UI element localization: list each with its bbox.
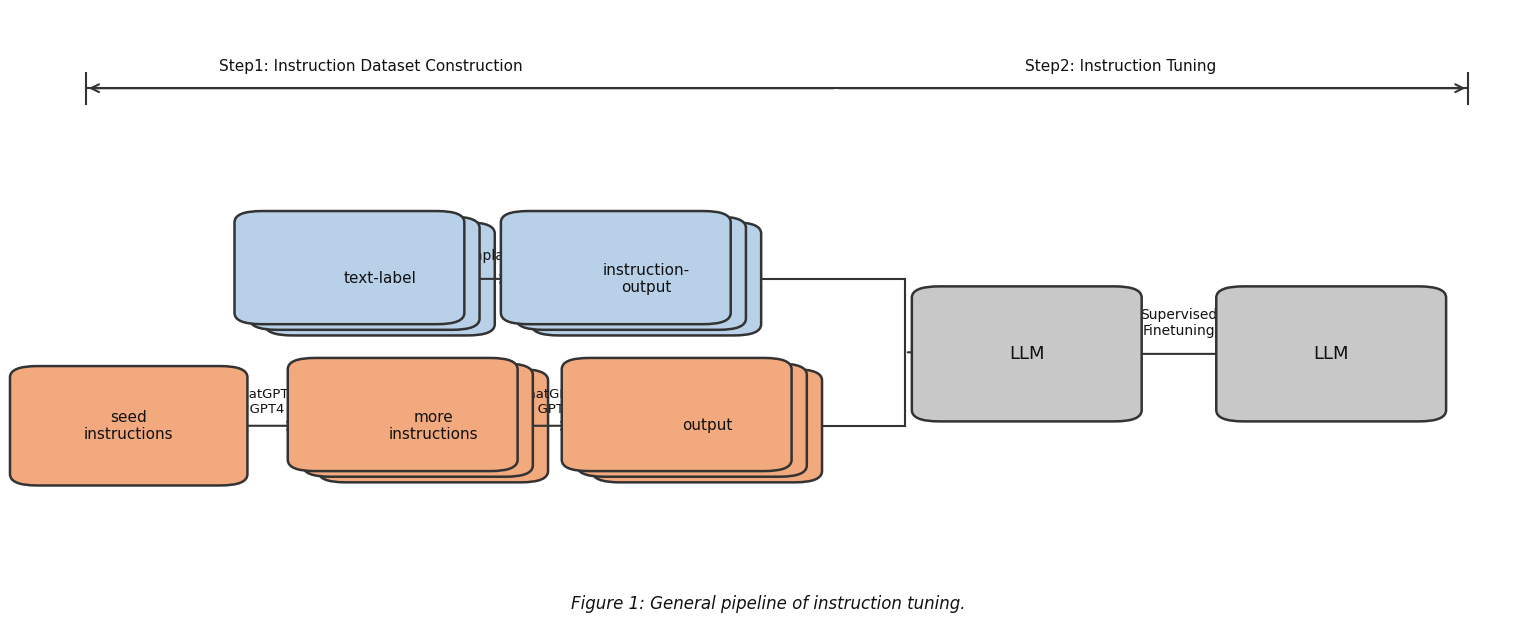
- Text: templates: templates: [455, 249, 525, 263]
- Text: Figure 1: General pipeline of instruction tuning.: Figure 1: General pipeline of instructio…: [571, 595, 965, 613]
- Text: LLM: LLM: [1009, 345, 1044, 363]
- Text: Supervised
Finetuning: Supervised Finetuning: [1140, 308, 1218, 338]
- Text: ChatGPT
& GPT4: ChatGPT & GPT4: [519, 389, 576, 417]
- Text: ChatGPT
& GPT4: ChatGPT & GPT4: [232, 389, 289, 417]
- Text: Step2: Instruction Tuning: Step2: Instruction Tuning: [1025, 59, 1217, 75]
- FancyBboxPatch shape: [593, 369, 822, 482]
- Text: seed
instructions: seed instructions: [84, 410, 174, 442]
- FancyBboxPatch shape: [235, 211, 464, 324]
- Text: output: output: [682, 419, 733, 433]
- FancyBboxPatch shape: [531, 222, 762, 335]
- Text: text-label: text-label: [344, 272, 416, 286]
- FancyBboxPatch shape: [250, 217, 479, 330]
- FancyBboxPatch shape: [303, 364, 533, 477]
- FancyBboxPatch shape: [562, 358, 791, 471]
- Text: Step1: Instruction Dataset Construction: Step1: Instruction Dataset Construction: [220, 59, 524, 75]
- FancyBboxPatch shape: [578, 364, 806, 477]
- FancyBboxPatch shape: [318, 369, 548, 482]
- FancyBboxPatch shape: [11, 366, 247, 486]
- Text: more
instructions: more instructions: [389, 410, 478, 442]
- FancyBboxPatch shape: [516, 217, 746, 330]
- FancyBboxPatch shape: [264, 222, 495, 335]
- FancyBboxPatch shape: [912, 286, 1141, 421]
- Text: LLM: LLM: [1313, 345, 1349, 363]
- FancyBboxPatch shape: [287, 358, 518, 471]
- FancyBboxPatch shape: [1217, 286, 1445, 421]
- FancyBboxPatch shape: [501, 211, 731, 324]
- Text: instruction-
output: instruction- output: [602, 263, 690, 295]
